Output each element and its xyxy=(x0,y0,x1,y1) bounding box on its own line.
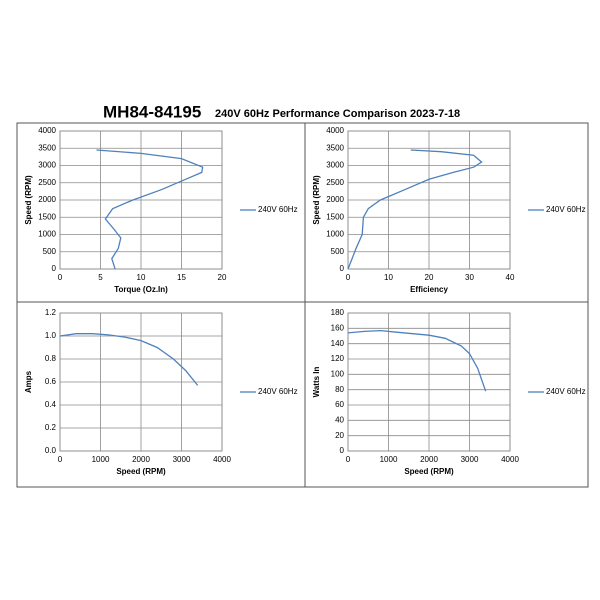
data-line xyxy=(347,149,483,270)
y-tick-label: 0 xyxy=(340,264,345,273)
x-tick-label: 4000 xyxy=(213,455,231,464)
y-tick-label: 80 xyxy=(335,385,344,394)
y-tick-label: 1500 xyxy=(38,212,56,221)
x-tick-label: 10 xyxy=(384,273,393,282)
x-tick-label: 0 xyxy=(346,273,351,282)
y-tick-label: 500 xyxy=(43,247,57,256)
x-tick-label: 2000 xyxy=(420,455,438,464)
y-tick-label: 0.4 xyxy=(45,400,57,409)
plot-border xyxy=(347,312,511,452)
y-tick-label: 1000 xyxy=(38,230,56,239)
y-tick-label: 140 xyxy=(331,339,345,348)
y-tick-label: 1000 xyxy=(326,230,344,239)
x-tick-label: 20 xyxy=(425,273,434,282)
y-axis-label: Amps xyxy=(24,370,33,393)
legend-label: 240V 60Hz xyxy=(546,387,586,396)
y-tick-label: 500 xyxy=(331,247,345,256)
legend-label: 240V 60Hz xyxy=(258,387,298,396)
x-axis-label: Torque (Oz.In) xyxy=(114,285,168,294)
plot-border xyxy=(347,130,511,270)
x-tick-label: 4000 xyxy=(501,455,519,464)
y-tick-label: 40 xyxy=(335,415,344,424)
y-tick-label: 160 xyxy=(331,323,345,332)
y-tick-label: 3500 xyxy=(38,143,56,152)
y-tick-label: 60 xyxy=(335,400,344,409)
x-tick-label: 10 xyxy=(137,273,146,282)
y-tick-label: 2500 xyxy=(326,178,344,187)
y-tick-label: 2000 xyxy=(38,195,56,204)
y-tick-label: 0 xyxy=(52,264,57,273)
y-tick-label: 4000 xyxy=(38,126,56,135)
y-tick-label: 3000 xyxy=(326,161,344,170)
legend-label: 240V 60Hz xyxy=(546,205,586,214)
y-tick-label: 0.2 xyxy=(45,423,57,432)
y-tick-label: 1.2 xyxy=(45,308,57,317)
y-axis-label: Speed (RPM) xyxy=(24,175,33,225)
x-tick-label: 15 xyxy=(177,273,186,282)
x-tick-label: 0 xyxy=(58,273,63,282)
x-tick-label: 0 xyxy=(58,455,63,464)
y-tick-label: 0 xyxy=(340,446,345,455)
x-axis-label: Speed (RPM) xyxy=(116,467,166,476)
data-line xyxy=(347,329,487,392)
y-tick-label: 20 xyxy=(335,431,344,440)
y-tick-label: 120 xyxy=(331,354,345,363)
y-tick-label: 0.0 xyxy=(45,446,57,455)
model-title: MH84-84195 xyxy=(103,102,201,121)
y-axis-label: Speed (RPM) xyxy=(312,175,321,225)
y-tick-label: 4000 xyxy=(326,126,344,135)
x-tick-label: 3000 xyxy=(173,455,191,464)
frame xyxy=(16,122,589,488)
x-tick-label: 2000 xyxy=(132,455,150,464)
x-tick-label: 20 xyxy=(218,273,227,282)
legend-label: 240V 60Hz xyxy=(258,205,298,214)
x-tick-label: 40 xyxy=(506,273,515,282)
x-tick-label: 3000 xyxy=(461,455,479,464)
y-tick-label: 0.6 xyxy=(45,377,57,386)
subtitle: 240V 60Hz Performance Comparison 2023-7-… xyxy=(215,108,460,120)
y-tick-label: 1500 xyxy=(326,212,344,221)
x-tick-label: 30 xyxy=(465,273,474,282)
y-tick-label: 2000 xyxy=(326,195,344,204)
y-tick-label: 3500 xyxy=(326,143,344,152)
y-tick-label: 0.8 xyxy=(45,354,57,363)
x-tick-label: 1000 xyxy=(380,455,398,464)
x-axis-label: Speed (RPM) xyxy=(404,467,454,476)
data-line xyxy=(59,333,199,386)
y-tick-label: 100 xyxy=(331,369,345,378)
x-axis-label: Efficiency xyxy=(410,285,448,294)
data-line xyxy=(96,149,204,270)
y-axis-label: Watts In xyxy=(312,366,321,397)
y-tick-label: 1.0 xyxy=(45,331,57,340)
y-tick-label: 2500 xyxy=(38,178,56,187)
plot-border xyxy=(59,130,223,270)
y-tick-label: 180 xyxy=(331,308,345,317)
x-tick-label: 5 xyxy=(98,273,103,282)
y-tick-label: 3000 xyxy=(38,161,56,170)
x-tick-label: 1000 xyxy=(92,455,110,464)
x-tick-label: 0 xyxy=(346,455,351,464)
plot-border xyxy=(59,312,223,452)
